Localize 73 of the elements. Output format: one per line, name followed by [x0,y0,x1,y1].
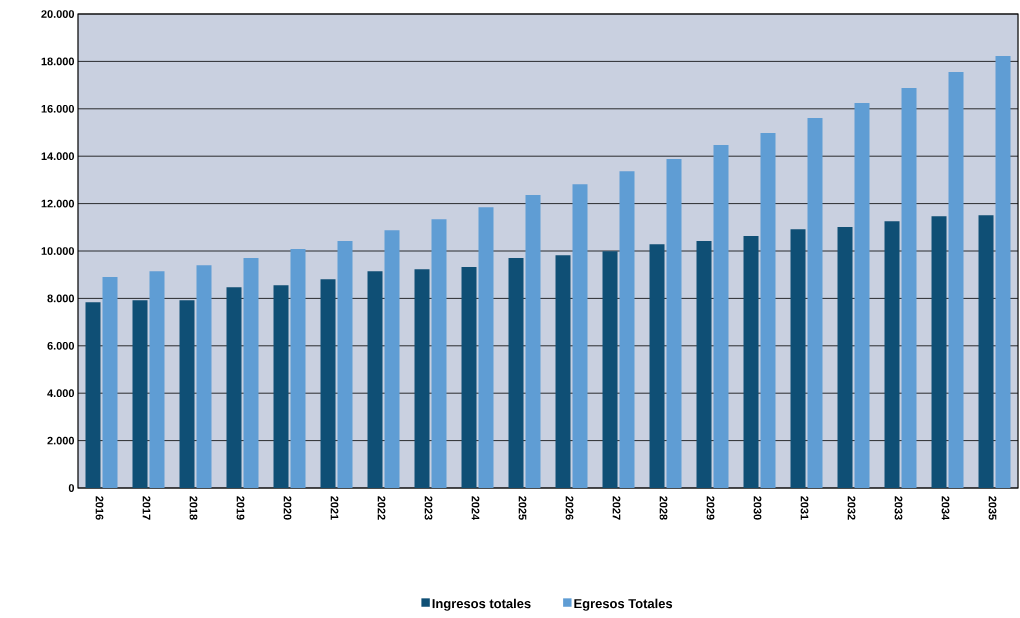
x-tick-label: 2020 [283,496,292,520]
bar [149,271,165,488]
bar [290,249,306,488]
bar [995,55,1011,488]
bar [884,221,900,488]
bar [790,229,806,488]
bar [85,302,101,488]
bar [743,236,759,488]
bar [196,265,212,488]
x-tick-label: 2030 [753,496,762,520]
bar [649,244,665,488]
y-tick-label: 18.000 [41,57,75,66]
y-tick-label: 2.000 [47,436,75,445]
x-tick-label: 2022 [377,496,386,520]
bar [132,300,148,488]
x-tick-label: 2031 [800,496,809,520]
x-tick-label: 2023 [424,496,433,520]
x-tick-label: 2024 [471,496,480,521]
bar [337,241,353,488]
bar [931,216,947,488]
bar [102,277,118,488]
y-tick-label: 6.000 [47,341,75,350]
bar [226,287,242,488]
bar [320,279,336,488]
bar [525,195,541,488]
bar [807,118,823,488]
x-tick-label: 2027 [612,496,621,520]
bar [948,72,964,488]
bar [384,230,400,488]
bar [273,285,289,488]
bar [414,269,430,488]
x-tick-label: 2025 [518,496,527,520]
bar [602,251,618,488]
bar [478,207,494,488]
bar [367,271,383,488]
y-tick-label: 4.000 [47,389,75,398]
bar [854,103,870,488]
x-tick-label: 2032 [847,496,856,520]
bar [696,241,712,488]
bar [508,258,524,488]
x-tick-label: 2029 [706,496,715,520]
bar [901,87,917,488]
bar [978,215,994,488]
y-tick-label: 10.000 [41,247,75,255]
bar [461,267,477,488]
x-tick-label: 2018 [189,496,198,520]
bar [619,171,635,488]
bar [179,300,195,488]
legend-label: Egresos Totales [574,598,673,611]
x-tick-label: 2016 [95,496,104,520]
bar [666,159,682,488]
x-tick-label: 2021 [330,496,339,520]
legend-label: Ingresos totales [432,598,531,611]
bar [837,227,853,488]
bar [555,255,571,488]
bar [713,145,729,488]
bar [243,258,259,488]
y-tick-label: 14.000 [41,152,75,161]
y-tick-label: 12.000 [41,199,75,208]
y-tick-label: 8.000 [47,294,75,303]
x-tick-label: 2028 [659,496,668,520]
x-tick-label: 2033 [894,496,903,520]
bar [431,219,447,488]
x-tick-label: 2017 [142,496,151,520]
x-tick-label: 2019 [236,496,245,520]
bar [760,132,776,488]
x-tick-label: 2035 [988,496,997,520]
y-tick-label: 0 [68,484,75,492]
bar [572,184,588,488]
y-tick-label: 20.000 [41,10,75,18]
x-tick-label: 2026 [565,496,574,520]
y-tick-label: 16.000 [41,104,75,113]
x-tick-label: 2034 [941,496,950,521]
